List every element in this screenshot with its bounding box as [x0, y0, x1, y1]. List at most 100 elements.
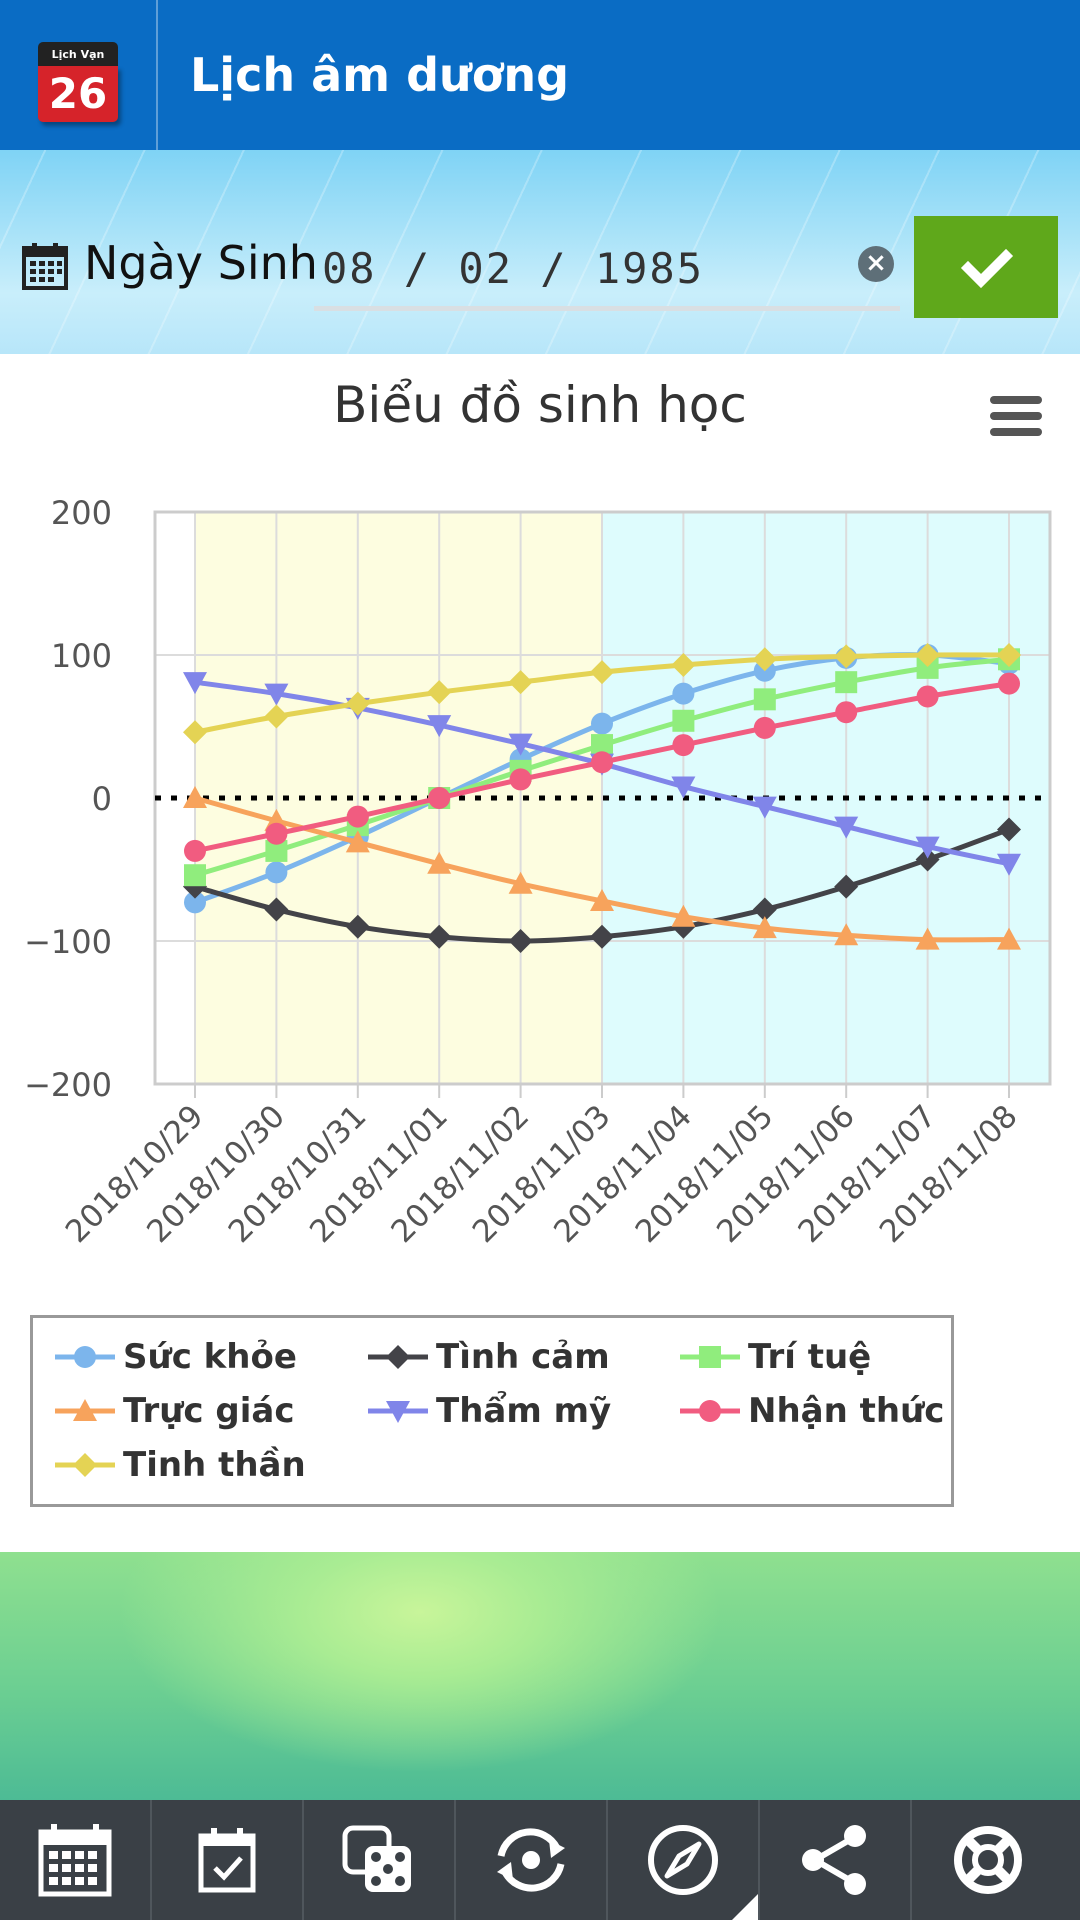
data-point-nhan-thuc — [672, 734, 695, 757]
dice-icon — [342, 1825, 411, 1892]
data-point-tinh-cam — [997, 817, 1021, 842]
nav-help[interactable] — [912, 1800, 1064, 1920]
calendar-grid-icon — [38, 1824, 112, 1897]
app-icon-day: 26 — [38, 66, 118, 122]
data-point-suc-khoe — [591, 712, 613, 735]
converter-icon — [497, 1828, 565, 1892]
data-point-nhan-thuc — [428, 787, 451, 809]
data-point-tri-tue — [265, 839, 288, 862]
data-point-nhan-thuc — [184, 839, 206, 862]
data-point-tinh-cam — [345, 914, 370, 939]
birthdate-underline — [314, 306, 900, 311]
nav-share[interactable] — [760, 1800, 912, 1920]
nav-calendar-check[interactable] — [152, 1800, 304, 1920]
legend-item[interactable]: Tinh thần — [53, 1442, 306, 1488]
data-point-tham-my — [183, 672, 207, 695]
data-point-tinh-than — [345, 691, 370, 716]
data-point-truc-giac — [427, 851, 452, 874]
data-point-tri-tue — [591, 734, 613, 757]
data-point-suc-khoe — [672, 682, 695, 705]
data-point-tham-my — [671, 776, 696, 799]
chart-menu-button[interactable] — [990, 396, 1042, 438]
chart-legend: Sức khỏe Tình cảm Trí tuệ Trực giác Thẩm mỹ N… — [30, 1315, 954, 1507]
legend-label: Thẩm mỹ — [436, 1391, 612, 1431]
legend-symbol — [55, 1346, 115, 1368]
legend-item[interactable]: Thẩm mỹ — [366, 1388, 611, 1434]
hamburger-icon-bar — [990, 412, 1042, 420]
data-point-nhan-thuc — [265, 822, 288, 845]
legend-symbol — [368, 1345, 428, 1369]
app-icon-caption: Lịch Vạn Niên — [38, 42, 118, 87]
legend-item[interactable]: Trực giác — [53, 1388, 295, 1434]
data-point-tri-tue — [753, 688, 776, 711]
data-point-nhan-thuc — [346, 805, 369, 828]
nav-dice[interactable] — [304, 1800, 456, 1920]
check-icon — [960, 248, 1014, 289]
data-point-tri-tue — [916, 656, 939, 679]
birthdate-bar: Ngày Sinh 08 / 02 / 1985 — [0, 150, 1080, 354]
app-calendar-icon[interactable]: Lịch Vạn Niên 26 — [38, 42, 118, 122]
data-point-nhan-thuc — [753, 716, 776, 739]
legend-symbol — [55, 1399, 115, 1421]
lifebuoy-icon — [954, 1826, 1022, 1894]
data-point-tinh-than — [183, 720, 207, 745]
legend-symbol — [368, 1401, 428, 1423]
legend-label: Tinh thần — [123, 1445, 306, 1485]
birthdate-input[interactable]: 08 / 02 / 1985 — [322, 244, 705, 293]
data-point-tinh-cam — [915, 847, 940, 872]
legend-symbol — [55, 1453, 115, 1477]
data-point-tinh-than — [915, 643, 940, 667]
nav-calendar[interactable] — [0, 1800, 152, 1920]
data-point-tinh-than — [590, 660, 614, 685]
data-point-tinh-cam — [834, 874, 859, 899]
legend-item[interactable]: Trí tuệ — [678, 1334, 871, 1380]
data-point-tham-my — [915, 836, 940, 859]
y-tick-label: 0 — [92, 780, 112, 818]
legend-item[interactable]: Nhận thức — [678, 1388, 944, 1434]
data-point-tinh-cam — [508, 929, 533, 953]
data-point-tinh-cam — [264, 897, 289, 922]
nav-converter[interactable] — [456, 1800, 608, 1920]
data-point-tinh-than — [264, 704, 289, 729]
legend-symbol — [680, 1400, 740, 1422]
legend-item[interactable]: Tình cảm — [366, 1334, 610, 1380]
data-point-nhan-thuc — [591, 751, 613, 774]
data-point-truc-giac — [345, 830, 370, 853]
y-tick-label: 100 — [51, 637, 112, 675]
data-point-tinh-than — [834, 644, 859, 669]
data-point-tham-my — [508, 733, 533, 756]
clear-date-button[interactable]: × — [858, 246, 894, 282]
data-point-tham-my — [752, 796, 777, 819]
data-point-nhan-thuc — [916, 685, 939, 708]
data-point-tri-tue — [672, 709, 695, 732]
nav-compass[interactable] — [608, 1800, 760, 1920]
hamburger-icon-bar — [990, 396, 1042, 404]
legend-item[interactable]: Sức khỏe — [53, 1334, 297, 1380]
data-point-tinh-cam — [427, 924, 452, 949]
data-point-nhan-thuc — [998, 672, 1020, 695]
page-title: Lịch âm dương — [190, 48, 570, 102]
decorative-banner — [0, 1552, 1080, 1800]
data-point-truc-giac — [183, 786, 207, 808]
data-point-truc-giac — [997, 927, 1021, 950]
y-tick-label: −200 — [24, 1066, 112, 1104]
data-point-suc-khoe — [184, 891, 206, 914]
chart-title: Biểu đồ sinh học — [333, 376, 747, 434]
share-icon — [802, 1825, 866, 1895]
bottom-nav — [0, 1800, 1080, 1920]
data-point-tinh-than — [752, 647, 777, 672]
hamburger-icon-bar — [990, 428, 1042, 436]
confirm-date-button[interactable] — [914, 216, 1058, 318]
birthdate-label: Ngày Sinh — [84, 236, 318, 290]
data-point-truc-giac — [590, 888, 614, 911]
data-point-nhan-thuc — [835, 701, 858, 724]
data-point-tham-my — [264, 683, 289, 706]
data-point-truc-giac — [915, 927, 940, 950]
legend-label: Nhận thức — [748, 1391, 945, 1431]
app-header: Lịch Vạn Niên 26 Lịch âm dương — [0, 0, 1080, 150]
data-point-truc-giac — [671, 904, 696, 927]
data-point-truc-giac — [508, 871, 533, 894]
data-point-tham-my — [427, 715, 452, 738]
header-divider — [156, 0, 158, 150]
data-point-nhan-thuc — [509, 768, 532, 791]
